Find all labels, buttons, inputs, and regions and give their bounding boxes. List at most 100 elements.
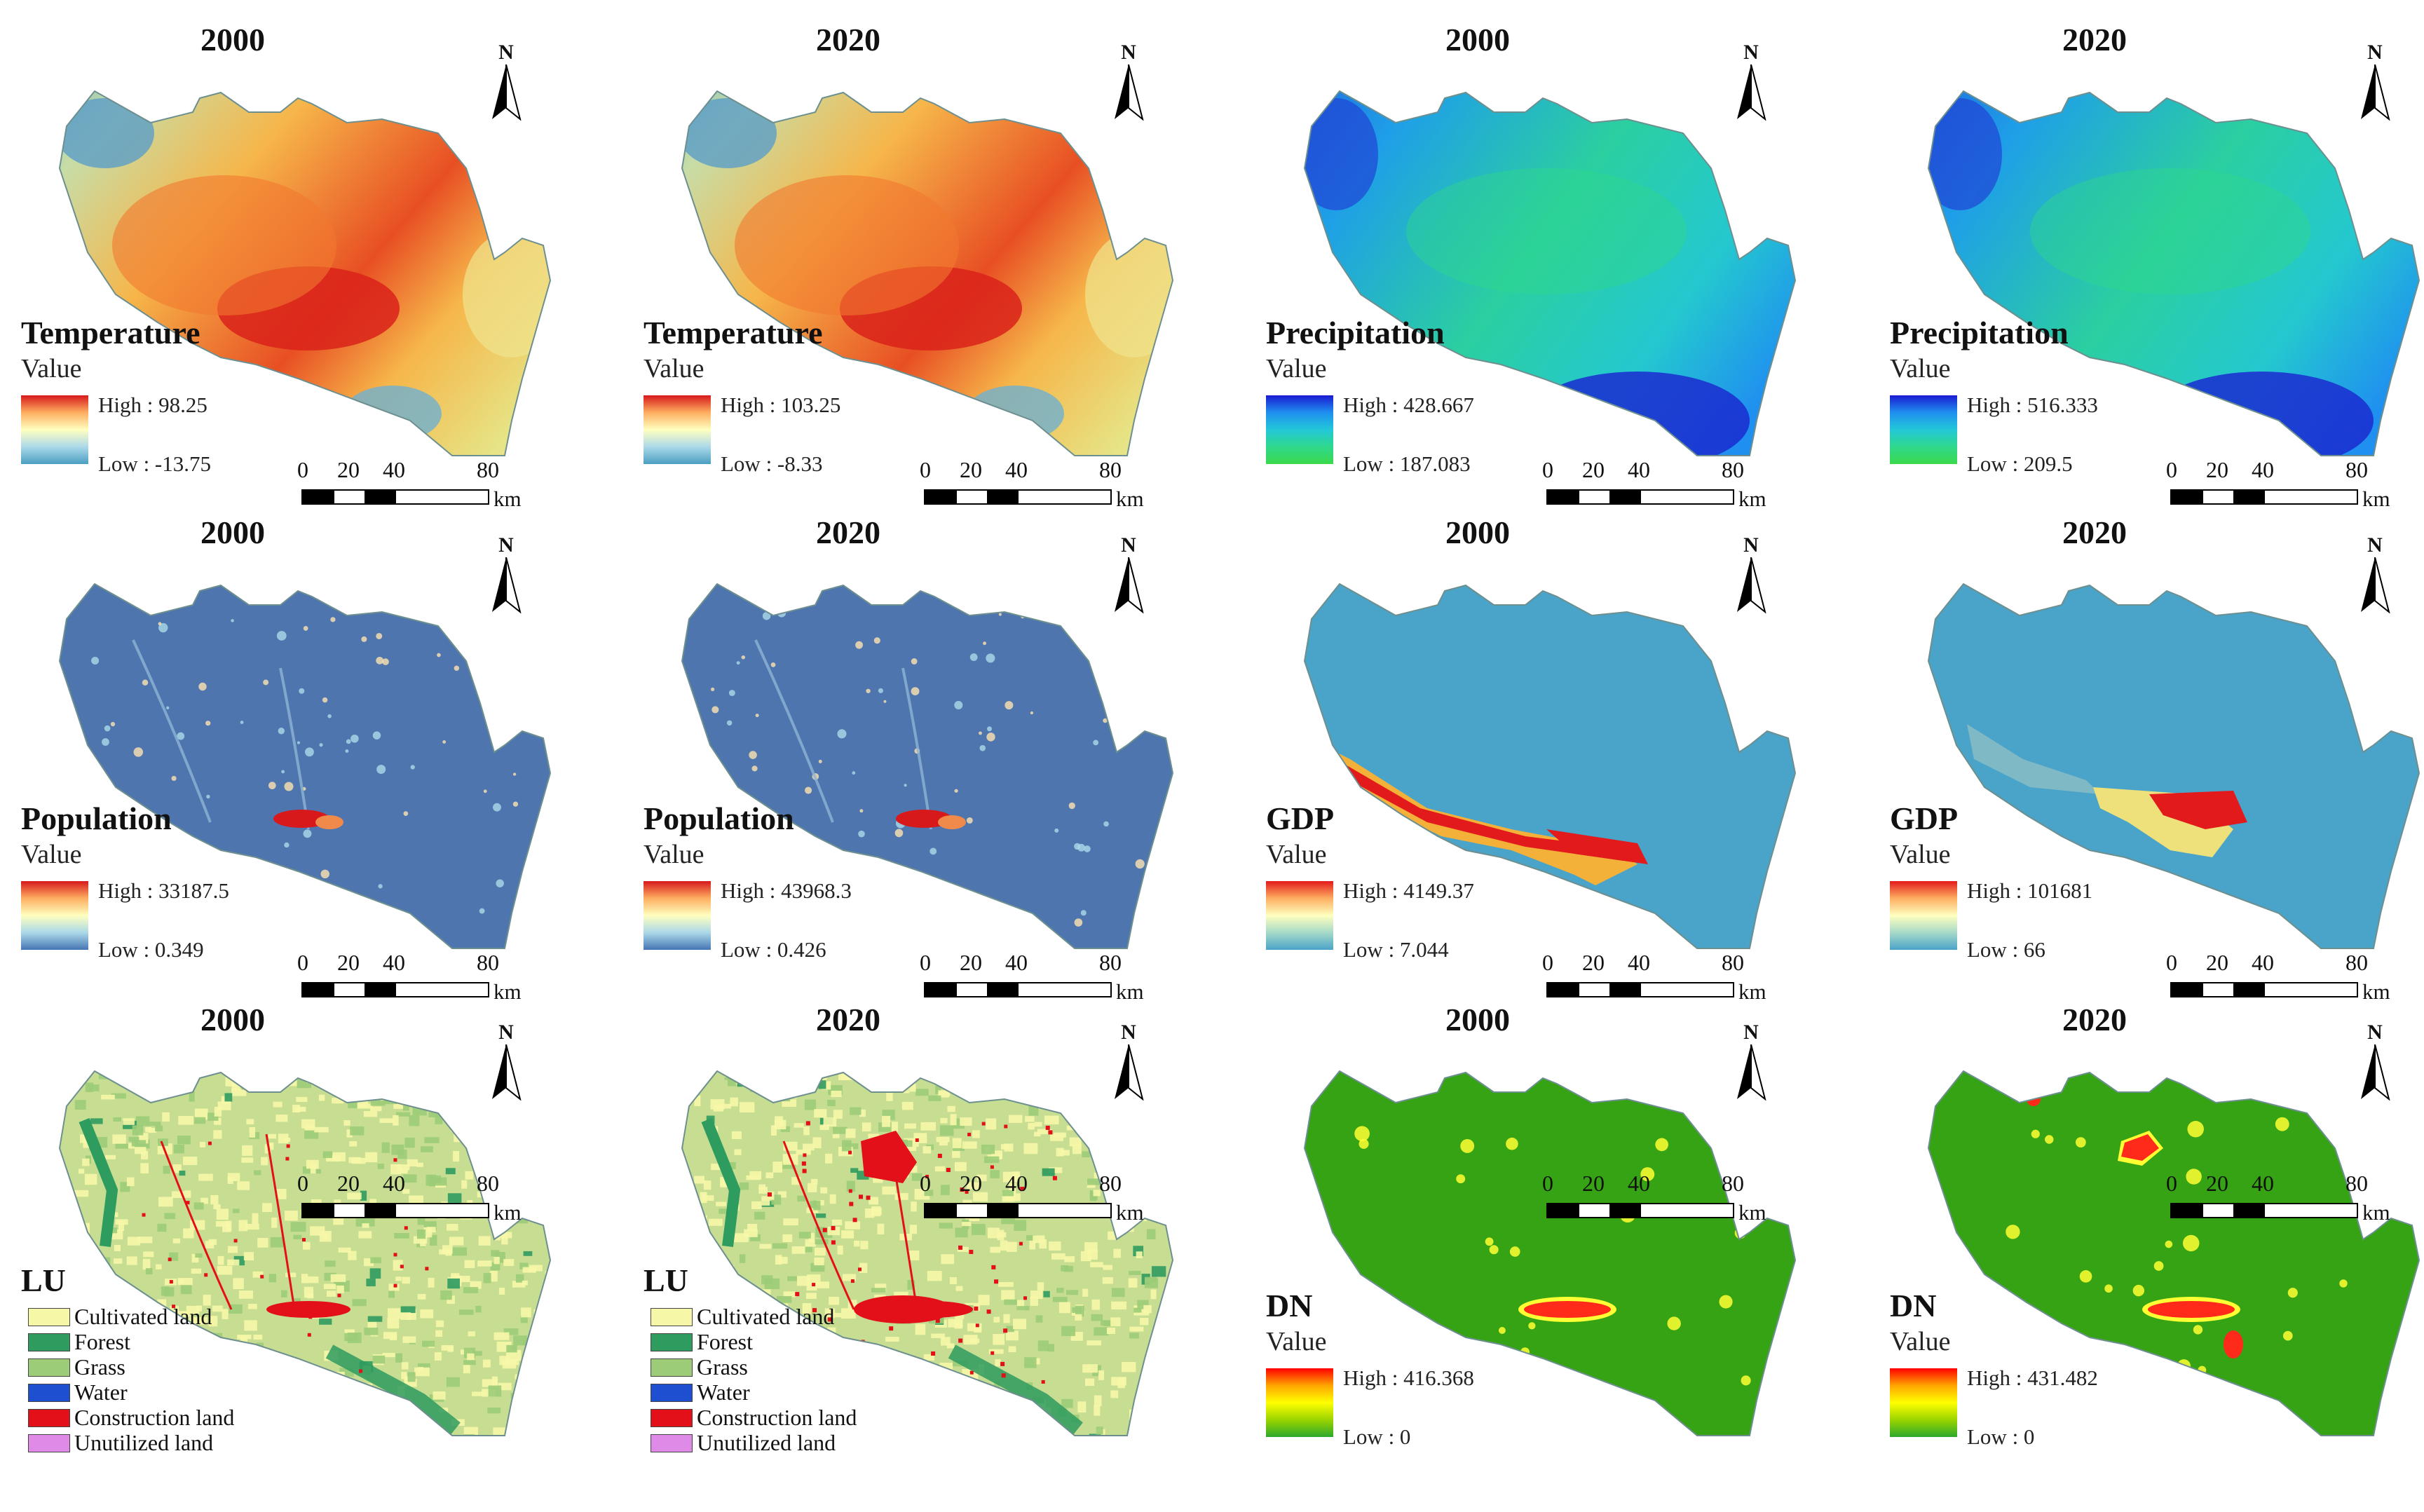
region-map <box>681 583 1174 949</box>
scale-tick-label: 20 <box>1582 950 1605 975</box>
scale-bar-graphic <box>2170 489 2358 505</box>
north-arrow-icon <box>2361 557 2390 613</box>
scale-bar: 0 20 40 80 km <box>1542 950 1778 1004</box>
region-map <box>681 90 1174 456</box>
panel-year: 2020 <box>816 515 880 550</box>
region-map <box>1927 583 2420 949</box>
scale-bar-graphic <box>924 489 1112 505</box>
legend-low: Low : 0.426 <box>721 937 826 962</box>
legend-low: Low : -13.75 <box>98 451 212 476</box>
scale-tick-label: 0 <box>297 1171 308 1196</box>
scale-tick-label: 80 <box>2345 457 2368 482</box>
scale-unit: km <box>493 486 522 511</box>
scale-tick-label: 80 <box>1722 1171 1744 1196</box>
legend-value-label: Value <box>1266 840 1327 869</box>
legend-low: Low : -8.33 <box>721 451 823 476</box>
scale-bar: 0 20 40 80 km <box>1542 1171 1778 1225</box>
scale-unit: km <box>1738 1200 1766 1225</box>
legend-low: Low : 0 <box>1967 1424 2035 1449</box>
legend-label: Construction land <box>697 1405 857 1430</box>
region-map <box>1927 90 2420 456</box>
legend-low: Low : 209.5 <box>1967 451 2073 476</box>
legend-swatch <box>28 1384 70 1402</box>
legend-color-ramp <box>21 395 88 464</box>
scale-tick-label: 40 <box>1005 950 1028 975</box>
scale-tick-label: 0 <box>2166 1171 2177 1196</box>
north-arrow-icon <box>492 64 522 121</box>
region-map <box>58 1070 552 1436</box>
panel-year: 2000 <box>200 515 265 550</box>
north-label: N <box>498 1021 514 1044</box>
legend-swatch <box>651 1358 693 1377</box>
scale-tick-label: 40 <box>383 1171 405 1196</box>
north-arrow: N <box>2354 533 2396 618</box>
north-arrow: N <box>485 533 527 618</box>
map-panel-dn2020: 2020 N DN Value High : 431.482 Low : 0 0 20 40 80… <box>1869 980 2424 1484</box>
north-arrow-icon <box>1115 1044 1144 1101</box>
panel-year: 2000 <box>200 22 265 57</box>
legend-value-label: Value <box>1890 840 1951 869</box>
scale-tick-label: 20 <box>2206 1171 2228 1196</box>
map-panel-gdp2000: 2000 N GDP Value High : 4149.37 Low : 7.044 0 2… <box>1245 493 1851 1004</box>
scale-tick-label: 80 <box>2345 950 2368 975</box>
scale-bar: 0 20 40 80 km <box>920 950 1155 1004</box>
north-label: N <box>1121 1021 1136 1044</box>
legend-swatch <box>651 1333 693 1351</box>
north-arrow-icon <box>492 557 522 613</box>
region-map <box>58 90 552 456</box>
scale-segment <box>925 491 957 503</box>
layer-title: Temperature <box>21 315 200 350</box>
scale-tick-label: 0 <box>1542 457 1553 482</box>
scale-tick-label: 40 <box>1005 1171 1028 1196</box>
legend-label: Grass <box>74 1354 125 1380</box>
scale-segment <box>987 1204 1019 1217</box>
scale-tick-label: 80 <box>1722 457 1744 482</box>
legend-low: Low : 0 <box>1343 1424 1411 1449</box>
scale-bar: 0 20 40 80 km <box>297 1171 533 1225</box>
north-arrow: N <box>1730 1021 1772 1105</box>
scale-segment <box>365 1204 396 1217</box>
region-map <box>1303 583 1797 949</box>
legend-value-label: Value <box>644 840 704 869</box>
legend-low: Low : 66 <box>1967 937 2045 962</box>
scale-tick-label: 20 <box>1582 1171 1605 1196</box>
legend-value-label: Value <box>1266 1327 1327 1356</box>
north-arrow-icon <box>492 1044 522 1101</box>
panel-year: 2000 <box>1445 22 1510 57</box>
scale-bar-graphic <box>301 489 489 505</box>
scale-tick-label: 0 <box>297 457 308 482</box>
region-map <box>58 583 552 949</box>
layer-title: GDP <box>1266 801 1335 836</box>
legend-swatch <box>651 1434 693 1452</box>
scale-tick-label: 0 <box>2166 950 2177 975</box>
panel-year: 2020 <box>816 22 880 57</box>
scale-tick-label: 40 <box>1628 1171 1650 1196</box>
legend-color-ramp <box>1266 1368 1333 1437</box>
legend-color-ramp <box>21 881 88 950</box>
scale-unit: km <box>493 979 522 1004</box>
north-arrow: N <box>1730 533 1772 618</box>
map-panel-temp2020: 2020 N Temperature Value High : 103.25 Low : … <box>622 0 1228 511</box>
scale-tick-label: 40 <box>1005 457 1028 482</box>
scale-bar: 0 20 40 80 km <box>2166 950 2402 1004</box>
scale-segment <box>987 983 1019 996</box>
layer-title: GDP <box>1890 801 1959 836</box>
legend-swatch <box>28 1333 70 1351</box>
scale-segment <box>987 491 1019 503</box>
legend-label: Cultivated land <box>74 1304 212 1329</box>
scale-tick-label: 20 <box>337 1171 360 1196</box>
scale-segment <box>365 491 396 503</box>
scale-tick-label: 20 <box>337 950 360 975</box>
north-label: N <box>2367 1021 2383 1044</box>
scale-tick-label: 20 <box>960 1171 982 1196</box>
legend-high: High : 43968.3 <box>721 878 852 903</box>
scale-tick-label: 40 <box>383 457 405 482</box>
layer-title: Population <box>21 801 172 836</box>
legend-high: High : 416.368 <box>1343 1365 1474 1390</box>
scale-bar: 0 20 40 80 km <box>2166 1171 2402 1225</box>
layer-title: Temperature <box>644 315 823 350</box>
north-arrow-icon <box>1737 1044 1766 1101</box>
legend-value-label: Value <box>1266 354 1327 383</box>
map-panel-lu2000: 2000 N LU Cultivated land Forest Grass Water Co… <box>0 980 606 1484</box>
